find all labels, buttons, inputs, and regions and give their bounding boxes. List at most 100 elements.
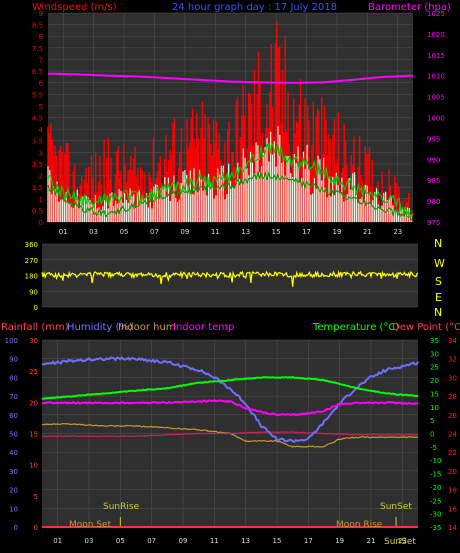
wind-tick-label: 4 bbox=[39, 126, 44, 134]
temperature-tick-label: 0 bbox=[430, 431, 434, 439]
x-tick-label: 17 bbox=[302, 228, 311, 236]
barometer-tick-label: 1025 bbox=[427, 10, 445, 18]
barometer-tick-label: 995 bbox=[427, 135, 440, 143]
indoor-temp-legend: Indoor temp bbox=[173, 322, 234, 333]
direction-tick-label: 90 bbox=[29, 288, 38, 296]
barometer-axis-title: Barometer (hpa) bbox=[368, 2, 451, 13]
rain-tick-label: 10 bbox=[29, 462, 38, 470]
x-tick-label: 05 bbox=[116, 537, 125, 545]
wind-tick-label: 5 bbox=[39, 103, 43, 111]
humidity-tick-label: 60 bbox=[9, 412, 18, 420]
dewpoint-tick-label: 22 bbox=[448, 449, 457, 457]
humidity-tick-label: 30 bbox=[9, 468, 18, 476]
temperature-tick-label: -30 bbox=[430, 511, 441, 519]
moonset-label: Moon Set bbox=[69, 520, 112, 530]
x-tick-label: 15 bbox=[272, 228, 281, 236]
rain-tick-label: 20 bbox=[29, 399, 38, 407]
temperature-tick-label: 15 bbox=[430, 390, 439, 398]
barometer-tick-label: 1000 bbox=[427, 115, 445, 123]
temperature-tick-label: -25 bbox=[430, 497, 441, 505]
rain-tick-label: 0 bbox=[34, 524, 38, 532]
wind-tick-label: 9 bbox=[39, 10, 43, 18]
dewpoint-tick-label: 16 bbox=[448, 505, 457, 513]
temperature-axis-title: Temperature (°C) bbox=[312, 322, 399, 333]
humidity-tick-label: 20 bbox=[9, 487, 18, 495]
barometer-tick-label: 1010 bbox=[427, 73, 445, 81]
wind-tick-label: 3 bbox=[39, 149, 43, 157]
sunset-label-bottom: SunSet bbox=[384, 537, 416, 547]
temperature-tick-label: 35 bbox=[430, 337, 439, 345]
x-tick-label: 17 bbox=[304, 537, 313, 545]
x-tick-label: 19 bbox=[332, 228, 341, 236]
temperature-tick-label: -10 bbox=[430, 457, 441, 465]
wind-tick-label: 1.5 bbox=[32, 184, 43, 192]
temperature-tick-label: 5 bbox=[430, 417, 434, 425]
compass-s: S bbox=[435, 275, 442, 288]
x-tick-label: 07 bbox=[150, 228, 159, 236]
direction-tick-label: 360 bbox=[25, 241, 38, 249]
x-tick-label: 23 bbox=[393, 228, 402, 236]
humidity-tick-label: 100 bbox=[5, 337, 18, 345]
humidity-tick-label: 90 bbox=[9, 356, 18, 364]
wind-tick-label: 3.5 bbox=[32, 138, 43, 146]
wind-tick-label: 6.5 bbox=[32, 68, 43, 76]
humidity-tick-label: 70 bbox=[9, 393, 18, 401]
dewpoint-tick-label: 24 bbox=[448, 431, 457, 439]
dewpoint-tick-label: 34 bbox=[448, 337, 457, 345]
x-tick-label: 09 bbox=[179, 537, 188, 545]
x-tick-label: 09 bbox=[180, 228, 189, 236]
wind-tick-label: 2 bbox=[39, 173, 43, 181]
x-tick-label: 03 bbox=[89, 228, 98, 236]
sunset-label-top: SunSet bbox=[380, 502, 412, 512]
wind-tick-label: 0.5 bbox=[32, 207, 43, 215]
wind-axis-title: Windspeed (m/s) bbox=[32, 2, 117, 13]
dewpoint-tick-label: 18 bbox=[448, 487, 457, 495]
barometer-tick-label: 985 bbox=[427, 177, 440, 185]
wind-barometer-panel: 0 0.5 1 1.5 2 2.5 3 3.5 4 4.5 5 5.5 6 6.5 7 7.5 8 8.5 9 975… bbox=[32, 10, 445, 236]
dewpoint-tick-label: 26 bbox=[448, 412, 457, 420]
barometer-tick-label: 980 bbox=[427, 198, 440, 206]
barometer-tick-label: 1020 bbox=[427, 31, 445, 39]
humidity-tick-label: 10 bbox=[9, 505, 18, 513]
barometer-tick-label: 1005 bbox=[427, 94, 445, 102]
humidity-line bbox=[42, 356, 419, 444]
moonrise-label: Moon Rise bbox=[336, 520, 383, 530]
wind-tick-label: 4.5 bbox=[32, 115, 43, 123]
temperature-tick-label: -15 bbox=[430, 471, 441, 479]
x-tick-label: 01 bbox=[59, 228, 68, 236]
rain-tick-label: 25 bbox=[29, 368, 38, 376]
temperature-tick-label: -20 bbox=[430, 484, 441, 492]
humidity-tick-label: 50 bbox=[9, 431, 18, 439]
dewpoint-tick-label: 20 bbox=[448, 468, 457, 476]
temperature-tick-label: 30 bbox=[430, 350, 439, 358]
indoor-temperature-line bbox=[41, 399, 419, 417]
temperature-tick-label: 10 bbox=[430, 404, 439, 412]
wind-direction-line bbox=[41, 269, 419, 287]
wind-tick-label: 2.5 bbox=[32, 161, 43, 169]
wind-avg-line bbox=[47, 141, 414, 218]
wind-tick-label: 1 bbox=[39, 196, 43, 204]
dewpoint-tick-label: 28 bbox=[448, 393, 457, 401]
x-tick-label: 23 bbox=[398, 537, 407, 545]
rainfall-axis-title: Rainfall (mm) bbox=[1, 322, 69, 333]
direction-tick-label: 180 bbox=[25, 273, 38, 281]
humidity-axis-title: Humidity (%) bbox=[67, 322, 133, 333]
direction-tick-label: 0 bbox=[34, 304, 38, 312]
barometer-line bbox=[47, 72, 414, 84]
x-tick-label: 11 bbox=[210, 537, 219, 545]
x-tick-label: 19 bbox=[335, 537, 344, 545]
barometer-tick-label: 990 bbox=[427, 156, 440, 164]
compass-n-bottom: N bbox=[434, 306, 442, 319]
wind-direction-panel: 0 90 180 270 360 bbox=[25, 241, 419, 312]
wind-tick-label: 7 bbox=[39, 56, 43, 64]
humidity-tick-label: 80 bbox=[9, 374, 18, 382]
temperature-line bbox=[41, 375, 419, 401]
x-tick-label: 15 bbox=[273, 537, 282, 545]
x-tick-label: 01 bbox=[53, 537, 62, 545]
temperature-humidity-panel: 0102030405060708090100051015202530-35-30… bbox=[5, 337, 458, 545]
temperature-tick-label: -35 bbox=[430, 524, 441, 532]
compass-w: W bbox=[434, 257, 445, 270]
wind-tick-label: 7.5 bbox=[32, 45, 43, 53]
rain-tick-label: 30 bbox=[29, 337, 38, 345]
